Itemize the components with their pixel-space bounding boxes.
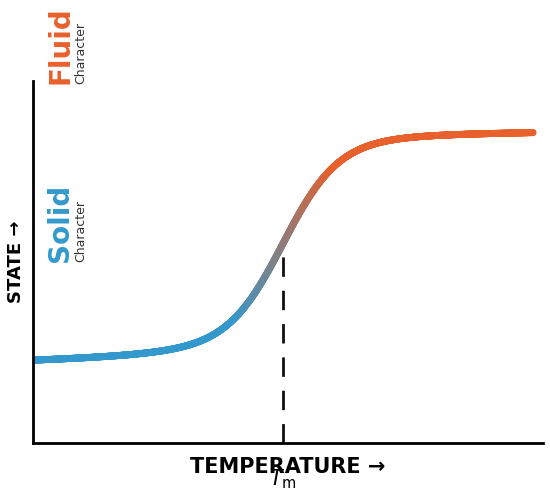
Text: Fluid: Fluid bbox=[46, 6, 74, 84]
X-axis label: TEMPERATURE →: TEMPERATURE → bbox=[190, 457, 386, 477]
Text: Character: Character bbox=[74, 200, 87, 262]
Y-axis label: STATE →: STATE → bbox=[7, 221, 25, 303]
Text: $\mathit{T}_\mathrm{m}$: $\mathit{T}_\mathrm{m}$ bbox=[270, 467, 297, 491]
Text: Character: Character bbox=[74, 22, 87, 84]
Text: Solid: Solid bbox=[46, 184, 74, 262]
